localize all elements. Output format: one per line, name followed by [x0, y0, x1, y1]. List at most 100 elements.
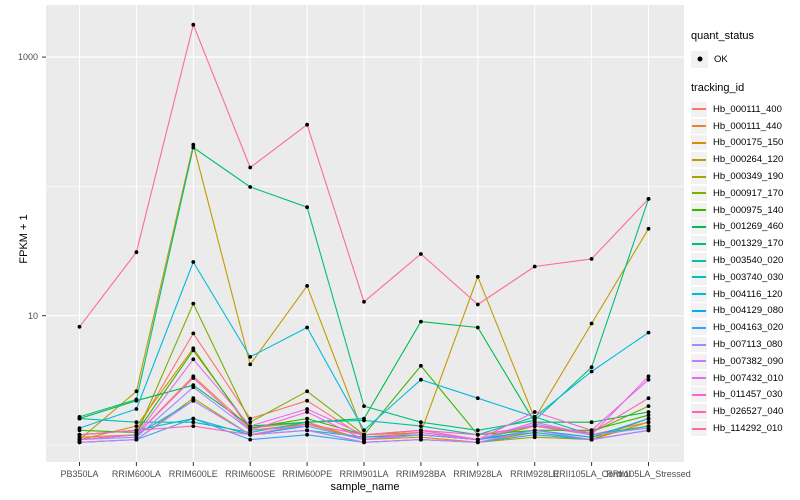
legend-item-Hb_004163_020: Hb_004163_020	[691, 319, 799, 336]
data-point	[77, 416, 82, 421]
legend-item-label: Hb_000917_170	[713, 187, 784, 199]
series-points-Hb_011457_030	[77, 376, 651, 442]
data-point	[475, 440, 480, 445]
y-tick-label: 10	[27, 310, 38, 321]
legend-key-line	[692, 192, 706, 195]
data-point	[134, 424, 139, 428]
data-point	[248, 432, 253, 437]
data-point	[419, 363, 423, 368]
data-point	[77, 437, 82, 442]
data-point	[191, 385, 196, 390]
legend-key-icon	[691, 101, 707, 117]
legend-item-Hb_000111_440: Hb_000111_440	[691, 118, 799, 135]
legend-key-icon	[691, 169, 707, 185]
data-point	[248, 437, 253, 442]
legend-key-line	[692, 360, 706, 363]
panel-background	[46, 5, 684, 462]
legend-item-label: Hb_007113_080	[713, 339, 783, 351]
data-point	[305, 422, 309, 426]
data-point	[646, 410, 651, 414]
x-tick-label: RRIM600LE	[168, 469, 218, 479]
legend-item-label: Hb_000111_440	[713, 120, 782, 132]
legend-key-icon	[691, 404, 707, 420]
legend-item-label: Hb_000349_190	[713, 171, 784, 183]
data-point	[191, 301, 196, 306]
legend-item-label: Hb_003740_030	[713, 271, 784, 283]
data-point	[646, 374, 651, 379]
data-point	[305, 122, 309, 127]
x-tick-label: PB350LA	[60, 469, 99, 479]
legend-item-Hb_000349_190: Hb_000349_190	[691, 168, 799, 185]
data-point	[646, 413, 651, 418]
data-point	[419, 252, 423, 256]
data-point	[305, 389, 309, 394]
data-point	[191, 376, 196, 380]
legend-item-Hb_004129_080: Hb_004129_080	[691, 303, 799, 320]
legend-item-label: Hb_004163_020	[713, 322, 784, 334]
data-point	[248, 424, 253, 428]
data-point	[362, 432, 366, 437]
legend-key-line	[692, 125, 706, 128]
legend-item-Hb_026527_040: Hb_026527_040	[691, 403, 799, 420]
ok-key	[691, 50, 708, 68]
data-point	[532, 424, 537, 428]
legend-key-icon	[691, 370, 707, 386]
data-point	[134, 250, 139, 255]
data-point	[362, 428, 366, 433]
data-point	[646, 330, 651, 335]
data-point	[475, 325, 480, 330]
legend-key-line	[692, 326, 706, 329]
data-point	[191, 416, 196, 421]
data-point	[589, 430, 594, 435]
data-point	[646, 197, 651, 201]
legend-key-icon	[691, 421, 707, 437]
data-point	[589, 321, 594, 326]
data-point	[305, 407, 309, 411]
data-point	[646, 420, 651, 425]
data-point	[532, 432, 537, 437]
data-point	[191, 142, 196, 147]
data-point	[475, 432, 480, 437]
data-point	[191, 424, 196, 428]
data-point	[646, 416, 651, 421]
y-axis-title: FPKM + 1	[18, 214, 30, 264]
legend-key-icon	[691, 286, 707, 302]
legend-item-Hb_007432_010: Hb_007432_010	[691, 370, 799, 387]
legend-item-Hb_000175_150: Hb_000175_150	[691, 135, 799, 152]
legend-key-line	[692, 259, 706, 262]
series-points-Hb_026527_040	[77, 396, 651, 437]
legend-key-icon	[691, 118, 707, 134]
data-point	[589, 437, 594, 442]
data-point	[134, 432, 139, 437]
legend-item-Hb_003740_030: Hb_003740_030	[691, 269, 799, 286]
data-point	[532, 428, 537, 433]
x-axis-title: sample_name	[330, 481, 400, 493]
legend-title-tracking-id: tracking_id	[691, 82, 745, 94]
legend-item-Hb_007113_080: Hb_007113_080	[691, 336, 799, 353]
data-point	[646, 428, 651, 433]
legend-item-ok: OK	[691, 49, 799, 69]
data-point	[475, 437, 480, 442]
legend-key-line	[692, 209, 706, 212]
data-point	[362, 440, 366, 445]
legend-key-line	[692, 175, 706, 178]
data-point	[362, 299, 366, 304]
data-point	[305, 205, 309, 210]
data-point	[475, 428, 480, 433]
data-point	[248, 355, 253, 359]
data-point	[248, 420, 253, 425]
legend-key-line	[692, 158, 706, 161]
data-point	[475, 274, 480, 279]
legend-key-icon	[691, 387, 707, 403]
data-point	[305, 325, 309, 330]
series-points-Hb_007382_090	[77, 398, 651, 445]
data-point	[646, 404, 651, 408]
data-point	[77, 426, 82, 430]
data-point	[191, 348, 196, 353]
legend-key-line	[692, 141, 706, 144]
legend-key-icon	[691, 253, 707, 269]
data-point	[532, 410, 537, 414]
data-point	[646, 377, 651, 382]
data-point	[191, 331, 196, 336]
